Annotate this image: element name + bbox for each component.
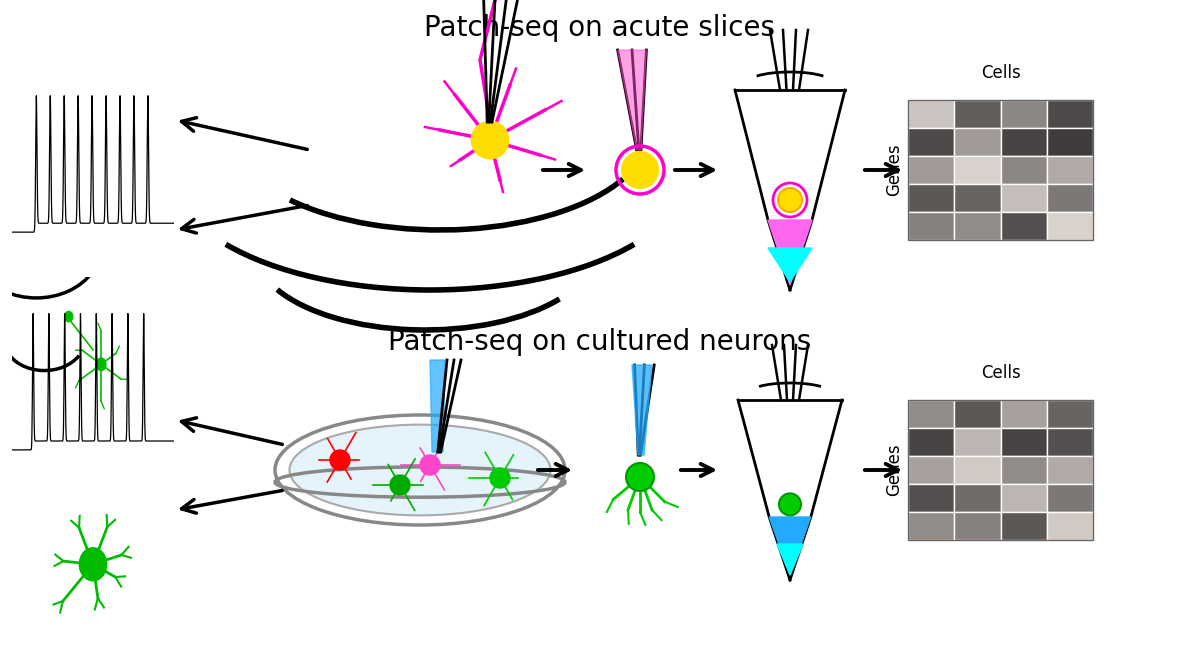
Circle shape [330, 450, 350, 470]
Bar [954, 400, 1001, 428]
Bar [908, 484, 954, 512]
Bar [1001, 100, 1046, 128]
Bar [1001, 128, 1046, 156]
Polygon shape [778, 544, 803, 575]
Circle shape [472, 122, 508, 158]
Bar [954, 128, 1001, 156]
Bar [1001, 400, 1046, 428]
Circle shape [778, 188, 802, 212]
Bar [1046, 456, 1093, 484]
Bar [1001, 156, 1046, 184]
Circle shape [779, 494, 802, 515]
Bar [1046, 100, 1093, 128]
Bar [954, 212, 1001, 240]
Text: Genes: Genes [886, 444, 904, 496]
Polygon shape [632, 365, 652, 455]
Bar [954, 484, 1001, 512]
Circle shape [80, 548, 106, 580]
Bar [908, 400, 1093, 540]
Polygon shape [618, 50, 647, 150]
Bar [1046, 484, 1093, 512]
Bar [1046, 400, 1093, 428]
Bar [1001, 212, 1046, 240]
Ellipse shape [289, 424, 551, 515]
Polygon shape [768, 220, 812, 285]
Bar [954, 512, 1001, 540]
Text: Patch-seq on cultured neurons: Patch-seq on cultured neurons [389, 328, 811, 356]
Bar [908, 400, 954, 428]
Bar [1046, 428, 1093, 456]
Circle shape [490, 468, 510, 488]
Polygon shape [769, 517, 811, 575]
Bar [1046, 156, 1093, 184]
Bar [908, 128, 954, 156]
Circle shape [622, 152, 658, 188]
Bar [908, 156, 954, 184]
Bar [908, 184, 954, 212]
Bar [1046, 212, 1093, 240]
Bar [1001, 184, 1046, 212]
Circle shape [65, 312, 73, 322]
Bar [954, 184, 1001, 212]
Bar [1001, 512, 1046, 540]
Bar [908, 512, 954, 540]
Bar [1046, 128, 1093, 156]
Polygon shape [768, 248, 812, 282]
Ellipse shape [275, 415, 565, 525]
Circle shape [626, 463, 654, 491]
Bar [908, 456, 954, 484]
Bar [954, 456, 1001, 484]
Bar [954, 428, 1001, 456]
Circle shape [96, 358, 106, 370]
Text: Patch-seq on acute slices: Patch-seq on acute slices [425, 14, 775, 42]
Bar [954, 156, 1001, 184]
Bar [908, 428, 954, 456]
Text: Cells: Cells [980, 364, 1020, 382]
Bar [908, 212, 954, 240]
Bar [1046, 184, 1093, 212]
Bar [1001, 484, 1046, 512]
Circle shape [420, 455, 440, 475]
Bar [908, 100, 954, 128]
Bar [1001, 456, 1046, 484]
Bar [954, 100, 1001, 128]
Text: Cells: Cells [980, 64, 1020, 82]
Bar [1046, 512, 1093, 540]
Bar [908, 100, 1093, 240]
Polygon shape [430, 360, 445, 452]
Circle shape [390, 475, 410, 495]
Bar [1001, 428, 1046, 456]
Text: Genes: Genes [886, 144, 904, 196]
